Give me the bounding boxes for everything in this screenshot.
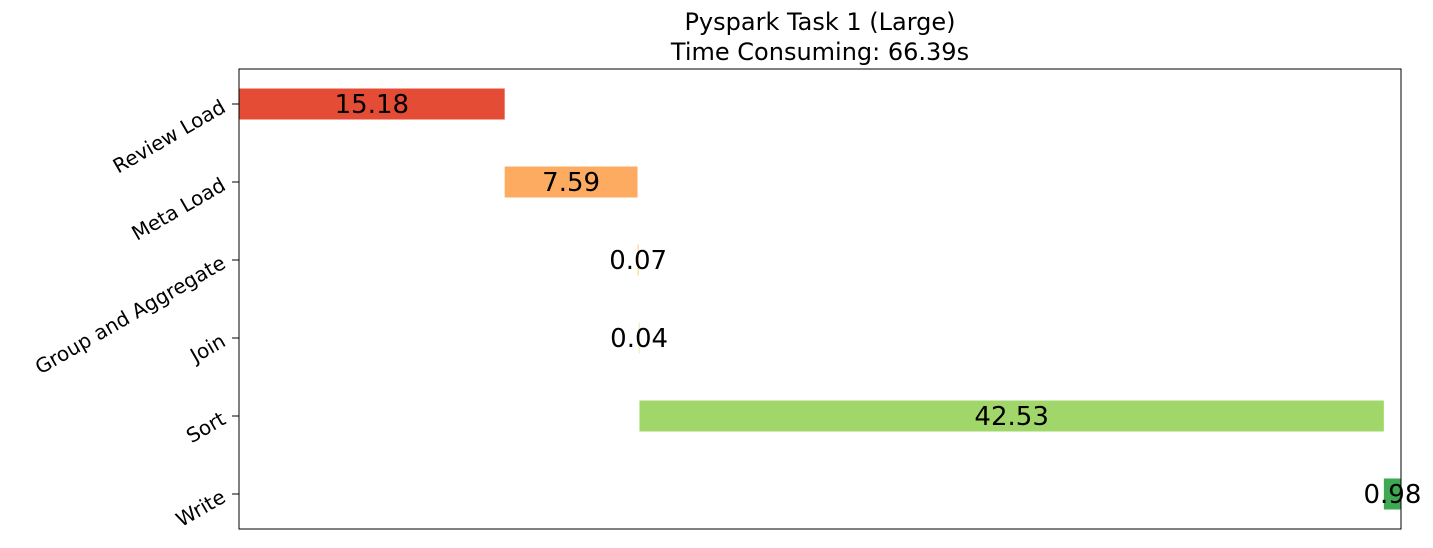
value-labels-layer: 15.18 7.59 0.07 0.04 42.53 0.98 (335, 90, 1422, 510)
bar-join (638, 322, 640, 354)
y-tick-label-join: Join (184, 329, 229, 369)
value-label-meta-load: 7.59 (542, 168, 600, 198)
chart-title: Pyspark Task 1 (Large) (684, 8, 955, 36)
bar-group-and-aggregate (637, 244, 639, 276)
value-label-review-load: 15.18 (335, 90, 409, 120)
y-tick-label-meta-load: Meta Load (127, 173, 229, 246)
bar-write (1383, 478, 1401, 510)
value-label-sort: 42.53 (974, 402, 1048, 432)
value-label-write: 0.98 (1363, 480, 1421, 510)
chart-subtitle: Time Consuming: 66.39s (670, 38, 969, 66)
y-tick-label-sort: Sort (182, 406, 230, 447)
bar-sort (639, 400, 1384, 432)
bar-review-load (239, 88, 505, 120)
bars-layer (239, 88, 1401, 510)
y-tick-label-review-load: Review Load (109, 95, 230, 179)
value-label-join: 0.04 (610, 324, 668, 354)
plot-area-frame (238, 68, 1402, 530)
value-label-group-and-aggregate: 0.07 (609, 246, 667, 276)
bar-meta-load (504, 166, 638, 198)
y-tick-label-write: Write (172, 485, 230, 532)
